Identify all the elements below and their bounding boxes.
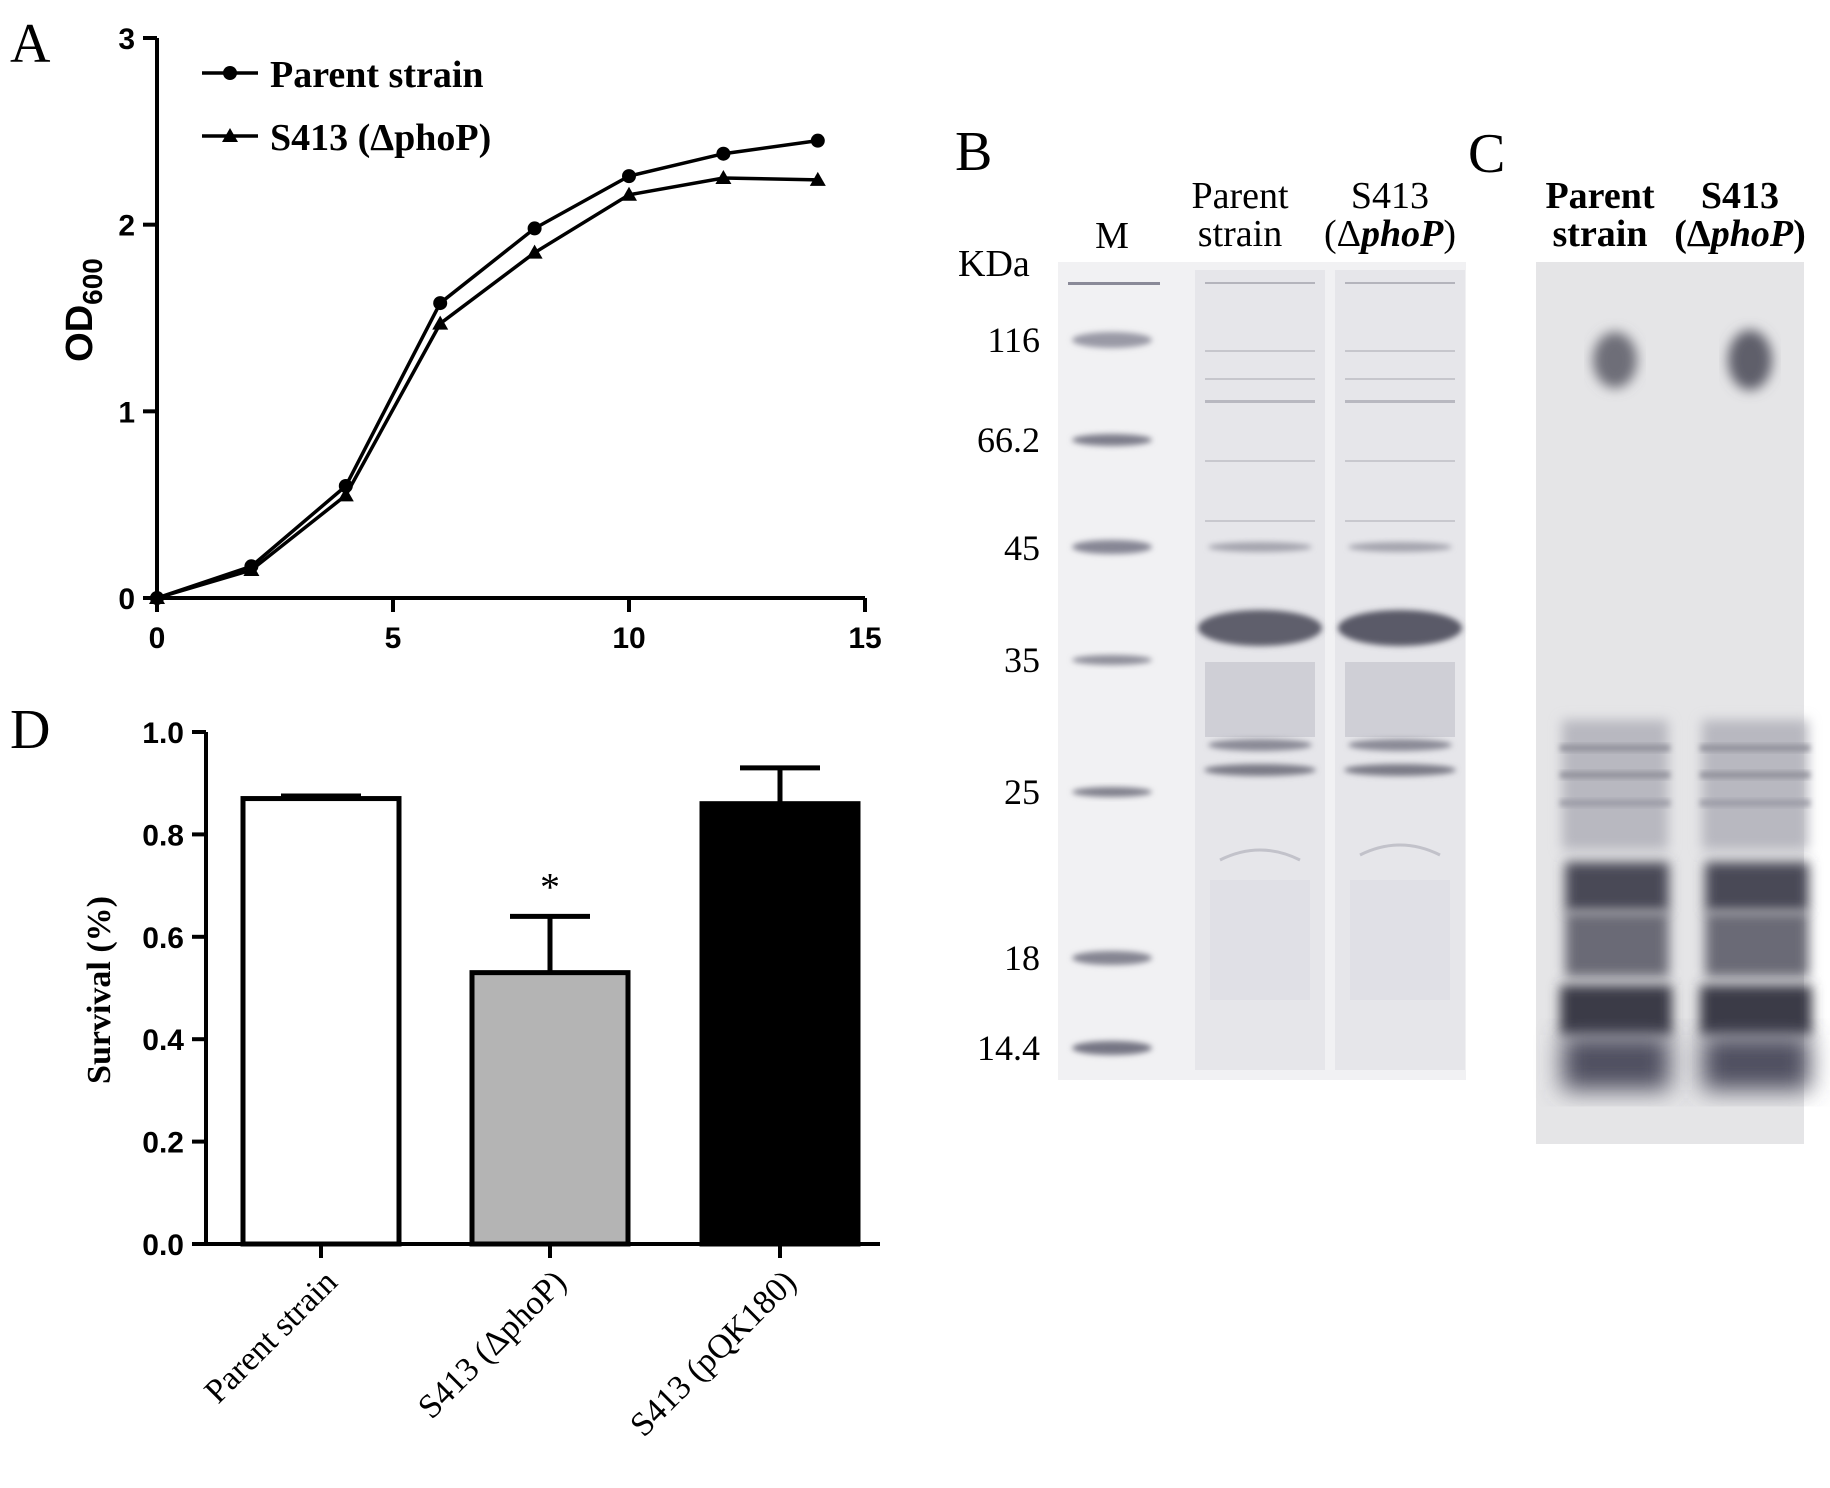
mw-label-45: 45 <box>1004 528 1040 568</box>
a-point-1 <box>715 170 732 184</box>
c-lane2-label-line1: S413 <box>1701 175 1779 217</box>
d-y-tick-label: 0.6 <box>142 922 184 955</box>
marker-band-18 <box>1072 951 1152 965</box>
a-legend: Parent strain S413 (ΔphoP) <box>202 54 491 159</box>
d-bar-1 <box>469 970 631 1247</box>
panel-a: A 0 5 10 15 0 1 2 3 OD600 Parent strain S413 (Δ… <box>10 13 882 655</box>
b-lane1-label-line2: strain <box>1198 213 1282 255</box>
sample-lane-2 <box>1335 270 1465 1070</box>
mw-labels: 116 66.2 45 35 25 18 14.4 <box>977 320 1040 1068</box>
marker-lane <box>1068 282 1160 1055</box>
panel-b: B M KDa Parent strain S413 (ΔphoP) <box>955 121 1466 1080</box>
a-point-0 <box>622 169 636 184</box>
a-ticks: 0 5 10 15 0 1 2 3 <box>118 23 881 655</box>
d-x-tick-label: Parent strain <box>198 1263 345 1410</box>
legend-marker-s413 <box>222 128 238 142</box>
d-y-tick-label: 0.2 <box>142 1127 184 1160</box>
panel-c: C Parent strain S413 (ΔphoP) <box>1468 123 1812 1144</box>
a-point-0 <box>433 296 448 311</box>
d-y-tick-label: 0.8 <box>142 819 184 852</box>
legend-marker-parent <box>223 66 237 80</box>
a-y-tick-label: 0 <box>118 583 135 616</box>
legend-label-s413: S413 (ΔphoP) <box>270 117 491 159</box>
a-y-tick-label: 3 <box>118 23 135 56</box>
d-bar-2 <box>699 801 861 1247</box>
panel-c-letter: C <box>1468 123 1505 185</box>
a-point-1 <box>432 315 449 330</box>
a-series <box>149 133 826 605</box>
c-lane-1 <box>1560 332 1672 1090</box>
d-significance-star: * <box>540 864 560 909</box>
a-series-line-0 <box>156 138 819 600</box>
lane-m-label: M <box>1095 215 1129 257</box>
panel-a-letter: A <box>10 13 51 75</box>
mw-label-66-2: 66.2 <box>977 420 1040 460</box>
d-y-tick-label: 1.0 <box>142 717 184 750</box>
a-point-1 <box>243 562 260 576</box>
panel-d-letter: D <box>10 699 50 761</box>
a-x-tick-label: 0 <box>149 622 166 655</box>
a-y-tick-label: 1 <box>118 396 135 429</box>
b-lane1-major-band <box>1198 610 1322 646</box>
a-point-1 <box>526 244 543 259</box>
a-series-line-1 <box>156 176 818 600</box>
a-x-tick-label: 10 <box>612 622 645 655</box>
d-y-tick-label: 0.4 <box>142 1024 184 1057</box>
a-point-1 <box>337 487 354 502</box>
b-lane1-label-line1: Parent <box>1191 175 1289 217</box>
mw-label-116: 116 <box>987 320 1040 360</box>
mw-label-25: 25 <box>1004 772 1040 812</box>
mw-label-14-4: 14.4 <box>977 1028 1040 1068</box>
legend-label-parent: Parent strain <box>270 54 484 96</box>
a-point-1 <box>621 186 637 201</box>
d-bars: Parent strain S413 (ΔphoP) S413 (pQK180) * <box>198 765 861 1444</box>
marker-band-14 <box>1072 1041 1152 1055</box>
mw-label-35: 35 <box>1004 640 1040 680</box>
panel-d: D 0.0 0.2 0.4 0.6 0.8 1.0 Survival (%) Parent… <box>10 699 880 1444</box>
c-lane1-label-line2: strain <box>1553 213 1648 255</box>
d-ticks: 0.0 0.2 0.4 0.6 0.8 1.0 <box>142 717 206 1262</box>
c-lane2-label-line2: (ΔphoP) <box>1674 213 1806 255</box>
d-x-tick-label: S413 (ΔphoP) <box>411 1263 574 1426</box>
d-x-tick-label: S413 (pQK180) <box>623 1263 803 1443</box>
a-point-1 <box>809 171 826 186</box>
b-lane2-label-line2: (ΔphoP) <box>1324 213 1456 255</box>
c-lane1-label-line1: Parent <box>1545 175 1654 217</box>
marker-top-line <box>1068 282 1160 285</box>
a-x-tick-label: 5 <box>385 622 402 655</box>
c-lane-2 <box>1700 330 1812 1090</box>
d-y-tick-label: 0.0 <box>142 1229 184 1262</box>
marker-band-35 <box>1072 655 1152 665</box>
kda-label: KDa <box>958 243 1030 285</box>
mw-label-18: 18 <box>1004 938 1040 978</box>
marker-band-45 <box>1072 540 1152 554</box>
b-lane2-major-band <box>1338 610 1462 646</box>
sample-lane-1 <box>1195 270 1325 1070</box>
a-point-0 <box>810 133 825 148</box>
d-y-axis-label: Survival (%) <box>81 896 118 1084</box>
d-bar-0 <box>240 796 402 1247</box>
b-lane2-label-line1: S413 <box>1351 175 1429 217</box>
a-y-tick-label: 2 <box>118 210 135 243</box>
a-point-0 <box>527 221 542 236</box>
a-y-axis-label: OD600 <box>59 258 108 362</box>
panel-b-letter: B <box>955 121 992 183</box>
marker-band-25 <box>1072 787 1152 797</box>
marker-band-66 <box>1072 434 1152 446</box>
a-x-tick-label: 15 <box>848 622 881 655</box>
marker-band-116 <box>1072 332 1152 348</box>
a-point-0 <box>716 146 731 161</box>
a-point-1 <box>149 590 165 604</box>
